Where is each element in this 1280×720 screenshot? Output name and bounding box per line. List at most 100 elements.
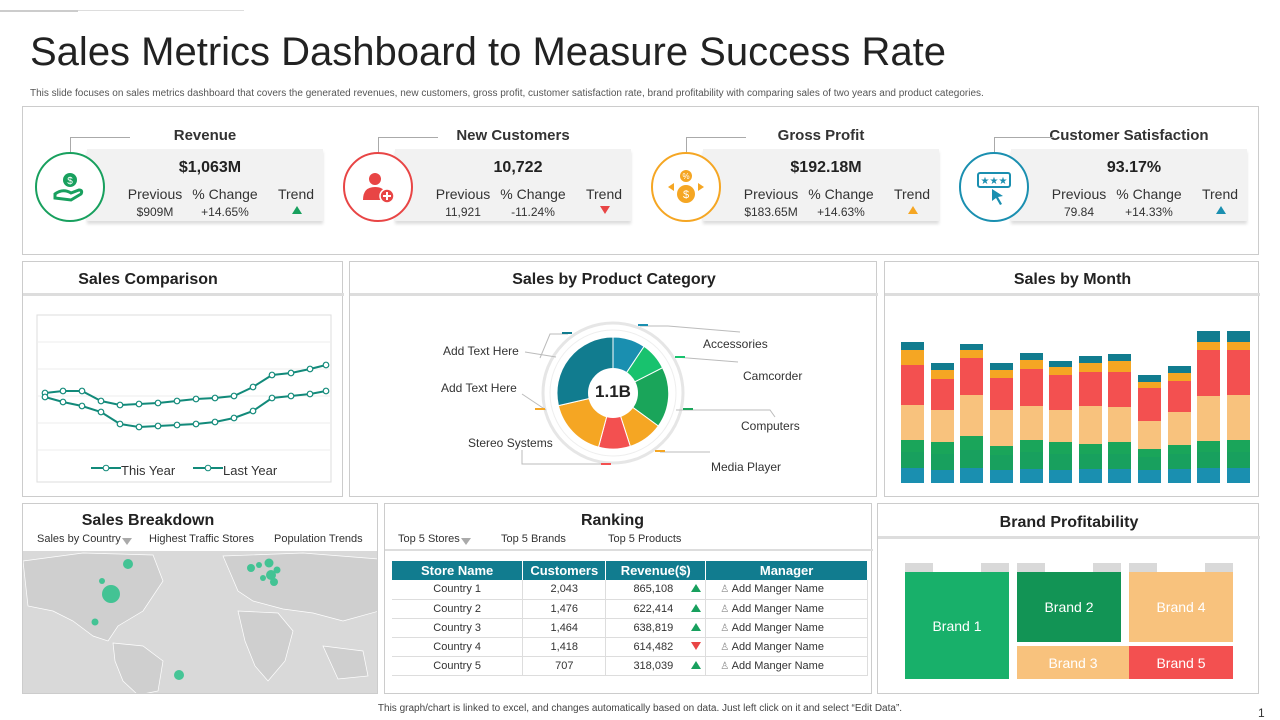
divider bbox=[878, 536, 1260, 539]
page-number: 1 bbox=[1258, 706, 1265, 720]
column-header[interactable]: Store Name bbox=[392, 561, 524, 580]
legend-swatch-last-year bbox=[193, 464, 223, 472]
change-value: +14.63% bbox=[817, 205, 865, 219]
sales-by-month-chart[interactable] bbox=[885, 302, 1260, 492]
kpi-box bbox=[87, 149, 323, 221]
manager-cell: ♙ Add Manger Name bbox=[705, 599, 868, 619]
brand-marker bbox=[1205, 563, 1233, 572]
trend-up-icon bbox=[691, 660, 702, 669]
divider bbox=[350, 293, 878, 296]
top-accent-line bbox=[0, 10, 78, 12]
brand-marker bbox=[1093, 563, 1121, 572]
page-title: Sales Metrics Dashboard to Measure Succe… bbox=[30, 30, 946, 74]
tab-top-5-products[interactable]: Top 5 Products bbox=[608, 533, 682, 545]
footer-note: This graph/chart is linked to excel, and… bbox=[377, 703, 903, 714]
sales-comparison-panel: Sales Comparison This Year Last Year bbox=[22, 261, 344, 497]
tab-highest-traffic-stores[interactable]: Highest Traffic Stores bbox=[149, 533, 254, 545]
previous-label: Previous bbox=[743, 186, 799, 202]
table-row[interactable]: Country 4 1,418 614,482 ♙ Add Manger Nam… bbox=[392, 637, 868, 657]
table-header-row: Store Name Customers Revenue($) Manager bbox=[392, 561, 868, 580]
manager-cell: ♙ Add Manger Name bbox=[705, 618, 868, 638]
customers-cell: 707 bbox=[522, 656, 607, 676]
last-year-line bbox=[44, 390, 327, 429]
category-donut-chart[interactable] bbox=[350, 302, 878, 492]
trend-down-icon bbox=[600, 206, 610, 214]
column-header[interactable]: Manager bbox=[705, 561, 868, 580]
category-label: Add Text Here bbox=[443, 344, 519, 358]
table-row[interactable]: Country 5 707 318,039 ♙ Add Manger Name bbox=[392, 656, 868, 676]
previous-label: Previous bbox=[127, 186, 183, 202]
top-accent-line bbox=[78, 10, 244, 11]
category-label: Add Text Here bbox=[441, 381, 517, 395]
revenue-cell: 622,414 bbox=[605, 599, 707, 619]
previous-value: 79.84 bbox=[1063, 205, 1095, 219]
kpi-new-customers[interactable]: New Customers 10,722 Previous % Change T… bbox=[343, 127, 633, 247]
column-header[interactable]: Customers bbox=[522, 561, 607, 580]
sales-by-month-panel: Sales by Month bbox=[884, 261, 1260, 497]
brand-5-block[interactable]: Brand 5 bbox=[1129, 646, 1233, 679]
trend-up-icon bbox=[691, 603, 702, 612]
panel-title: Ranking bbox=[580, 512, 645, 529]
previous-label: Previous bbox=[435, 186, 491, 202]
kpi-revenue[interactable]: Revenue $ $1,063M Previous % Change Tren… bbox=[35, 127, 325, 247]
column-header[interactable]: Revenue($) bbox=[605, 561, 707, 580]
sales-breakdown-panel: Sales Breakdown Sales by Country Highest… bbox=[22, 503, 378, 694]
kpi-value: 10,722 bbox=[493, 159, 543, 176]
tab-population-trends[interactable]: Population Trends bbox=[274, 533, 363, 545]
brand-marker bbox=[1017, 563, 1045, 572]
category-label: Computers bbox=[741, 419, 800, 433]
brand-1-block[interactable]: Brand 1 bbox=[905, 572, 1009, 679]
kpi-box bbox=[703, 149, 939, 221]
table-row[interactable]: Country 2 1,476 622,414 ♙ Add Manger Nam… bbox=[392, 599, 868, 619]
brand-3-block[interactable]: Brand 3 bbox=[1017, 646, 1129, 679]
brand-marker bbox=[1129, 563, 1157, 572]
legend-this-year: This Year bbox=[121, 463, 176, 478]
legend-last-year: Last Year bbox=[223, 463, 278, 478]
panel-title: Sales Comparison bbox=[78, 271, 218, 288]
trend-label: Trend bbox=[893, 186, 931, 202]
kpi-name: New Customers bbox=[456, 127, 570, 144]
panel-title: Brand Profitability bbox=[999, 514, 1139, 531]
panel-title: Sales by Month bbox=[1013, 271, 1132, 288]
tab-top-5-brands[interactable]: Top 5 Brands bbox=[501, 533, 566, 545]
svg-text:$: $ bbox=[67, 176, 73, 187]
sales-comparison-chart[interactable] bbox=[35, 312, 335, 487]
trend-up-icon bbox=[1216, 206, 1226, 214]
revenue-cell: 318,039 bbox=[605, 656, 707, 676]
kpi-value: 93.17% bbox=[1106, 159, 1162, 176]
kpi-box bbox=[395, 149, 631, 221]
manager-name: Add Manger Name bbox=[731, 602, 824, 615]
tab-top-5-stores[interactable]: Top 5 Stores bbox=[398, 533, 460, 545]
trend-up-icon bbox=[908, 206, 918, 214]
kpi-gross-profit[interactable]: Gross Profit % $ $192.18M Previous % Chan… bbox=[651, 127, 941, 247]
previous-value: $909M bbox=[136, 205, 174, 219]
tab-sales-by-country[interactable]: Sales by Country bbox=[37, 533, 121, 545]
customers-cell: 1,476 bbox=[522, 599, 607, 619]
kpi-name: Revenue bbox=[173, 127, 237, 144]
world-map[interactable] bbox=[23, 551, 378, 694]
revenue-value: 318,039 bbox=[633, 659, 674, 672]
table-row[interactable]: Country 3 1,464 638,819 ♙ Add Manger Nam… bbox=[392, 618, 868, 638]
kpi-customer-satisfaction[interactable]: Customer Satisfaction ★★★ 93.17% Previou… bbox=[959, 127, 1249, 247]
chevron-down-icon[interactable] bbox=[122, 538, 132, 545]
bar-group bbox=[901, 331, 1250, 483]
brand-4-block[interactable]: Brand 4 bbox=[1129, 572, 1233, 642]
store-name: Country 3 bbox=[392, 618, 524, 638]
customers-cell: 1,418 bbox=[522, 637, 607, 657]
rating-stars-icon: ★★★ bbox=[959, 152, 1029, 222]
customers-cell: 1,464 bbox=[522, 618, 607, 638]
ranking-table: Store Name Customers Revenue($) Manager … bbox=[392, 561, 868, 676]
trend-label: Trend bbox=[585, 186, 623, 202]
previous-value: 11,921 bbox=[445, 205, 481, 219]
manager-name: Add Manger Name bbox=[731, 621, 824, 634]
chevron-down-icon[interactable] bbox=[461, 538, 471, 545]
panel-title: Sales Breakdown bbox=[81, 512, 215, 529]
manager-cell: ♙ Add Manger Name bbox=[705, 580, 868, 600]
table-row[interactable]: Country 1 2,043 865,108 ♙ Add Manger Nam… bbox=[392, 580, 868, 600]
person-icon: ♙ bbox=[720, 641, 730, 653]
manager-name: Add Manger Name bbox=[731, 583, 824, 596]
kpi-name: Customer Satisfaction bbox=[1049, 127, 1209, 144]
change-value: +14.65% bbox=[201, 205, 249, 219]
brand-2-block[interactable]: Brand 2 bbox=[1017, 572, 1121, 642]
kpi-panel: Revenue $ $1,063M Previous % Change Tren… bbox=[22, 106, 1259, 255]
